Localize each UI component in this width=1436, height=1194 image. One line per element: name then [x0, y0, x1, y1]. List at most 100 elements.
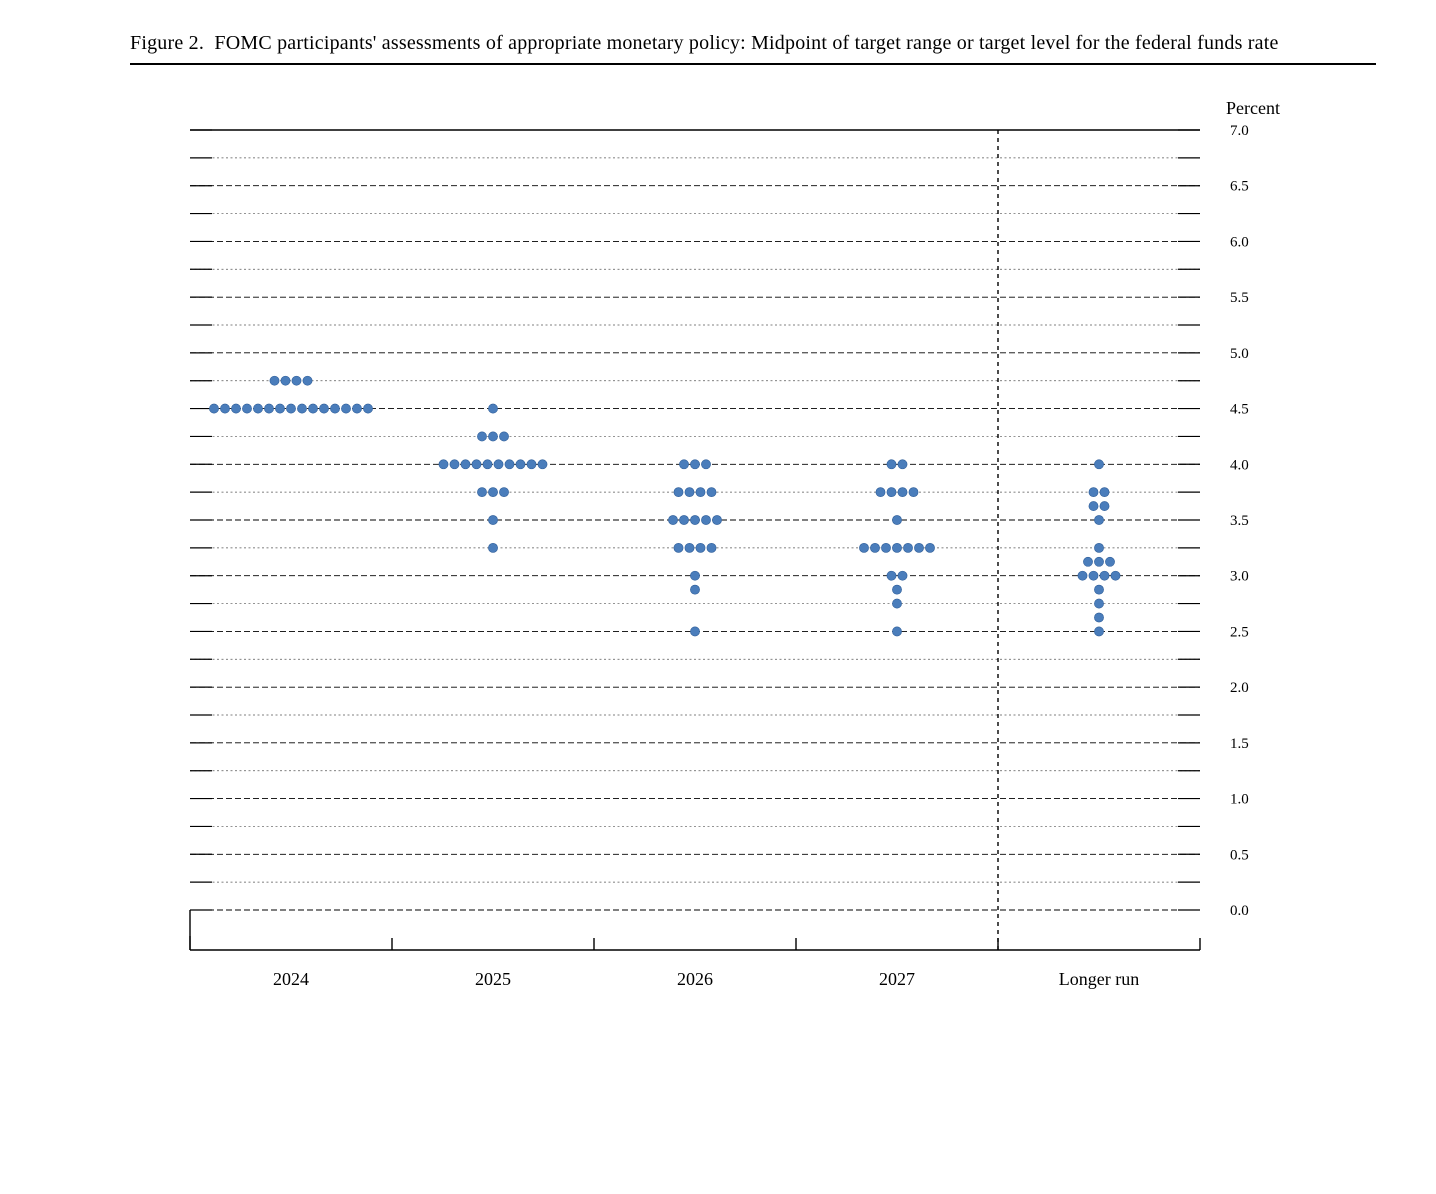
svg-text:2024: 2024: [273, 969, 309, 989]
dot: [352, 404, 361, 413]
dot: [450, 460, 459, 469]
dot: [712, 515, 721, 524]
dot: [1094, 627, 1103, 636]
dot: [231, 404, 240, 413]
dot: [1105, 557, 1114, 566]
dot: [887, 460, 896, 469]
dot: [209, 404, 218, 413]
dotplot-svg: 0.00.51.01.52.02.53.03.54.04.55.05.56.06…: [180, 120, 1290, 990]
svg-text:1.0: 1.0: [1230, 792, 1249, 808]
svg-text:3.0: 3.0: [1230, 569, 1249, 585]
svg-text:2.0: 2.0: [1230, 680, 1249, 696]
svg-text:2025: 2025: [475, 969, 511, 989]
svg-text:0.0: 0.0: [1230, 903, 1249, 919]
dot: [1100, 571, 1109, 580]
dot: [876, 488, 885, 497]
dot: [461, 460, 470, 469]
figure-page: Figure 2. FOMC participants' assessments…: [0, 0, 1436, 1194]
dot: [1094, 515, 1103, 524]
svg-text:Longer run: Longer run: [1059, 969, 1139, 989]
dot: [690, 515, 699, 524]
dot: [439, 460, 448, 469]
dot: [286, 404, 295, 413]
dot: [925, 543, 934, 552]
dot: [1094, 585, 1103, 594]
dot: [679, 460, 688, 469]
dot: [881, 543, 890, 552]
dot: [363, 404, 372, 413]
dot: [270, 376, 279, 385]
dot: [898, 488, 907, 497]
dot: [1094, 557, 1103, 566]
dot: [488, 488, 497, 497]
dot: [527, 460, 536, 469]
dot: [488, 432, 497, 441]
dotplot-container: Percent 0.00.51.01.52.02.53.03.54.04.55.…: [180, 120, 1290, 990]
svg-text:0.5: 0.5: [1230, 847, 1249, 863]
dot: [281, 376, 290, 385]
dot: [1100, 488, 1109, 497]
dot: [887, 571, 896, 580]
dot: [1089, 571, 1098, 580]
dot: [679, 515, 688, 524]
dot: [308, 404, 317, 413]
dot: [1089, 501, 1098, 510]
dot: [674, 488, 683, 497]
svg-text:6.5: 6.5: [1230, 179, 1249, 195]
dot: [220, 404, 229, 413]
y-axis-title: Percent: [1226, 98, 1280, 119]
svg-text:2026: 2026: [677, 969, 713, 989]
svg-text:2027: 2027: [879, 969, 915, 989]
dot: [701, 515, 710, 524]
dot: [505, 460, 514, 469]
dot: [292, 376, 301, 385]
dot: [1094, 543, 1103, 552]
dot: [488, 404, 497, 413]
dot: [859, 543, 868, 552]
dot: [909, 488, 918, 497]
dot: [303, 376, 312, 385]
dot: [898, 571, 907, 580]
svg-text:3.5: 3.5: [1230, 513, 1249, 529]
dot: [690, 627, 699, 636]
dot: [674, 543, 683, 552]
dot: [685, 543, 694, 552]
dot: [253, 404, 262, 413]
svg-text:5.0: 5.0: [1230, 346, 1249, 362]
dot: [483, 460, 492, 469]
dot: [707, 488, 716, 497]
dot: [887, 488, 896, 497]
figure-title-rule: [130, 63, 1376, 65]
svg-text:2.5: 2.5: [1230, 624, 1249, 640]
svg-text:5.5: 5.5: [1230, 290, 1249, 306]
svg-text:4.0: 4.0: [1230, 457, 1249, 473]
svg-text:7.0: 7.0: [1230, 123, 1249, 139]
dot: [538, 460, 547, 469]
dot: [892, 515, 901, 524]
dot: [870, 543, 879, 552]
dot: [1094, 460, 1103, 469]
figure-title: Figure 2. FOMC participants' assessments…: [130, 30, 1376, 57]
dot: [701, 460, 710, 469]
dot: [297, 404, 306, 413]
dot: [264, 404, 273, 413]
dot: [499, 432, 508, 441]
dot: [488, 543, 497, 552]
dot: [1094, 613, 1103, 622]
dot: [892, 585, 901, 594]
dot: [341, 404, 350, 413]
dot: [903, 543, 912, 552]
dot: [494, 460, 503, 469]
dot: [1089, 488, 1098, 497]
dot: [330, 404, 339, 413]
svg-text:1.5: 1.5: [1230, 736, 1249, 752]
dot: [696, 543, 705, 552]
dot: [516, 460, 525, 469]
dot: [892, 543, 901, 552]
svg-text:6.0: 6.0: [1230, 234, 1249, 250]
dot: [1094, 599, 1103, 608]
dot: [892, 627, 901, 636]
dot: [690, 571, 699, 580]
dot: [1083, 557, 1092, 566]
dot: [477, 432, 486, 441]
